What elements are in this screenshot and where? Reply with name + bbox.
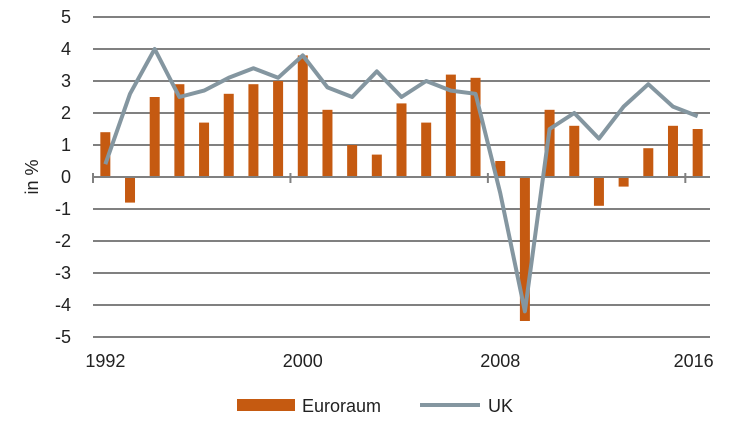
legend-label-uk: UK: [488, 396, 513, 416]
bar-euroraum: [470, 77, 481, 177]
bar-euroraum: [347, 145, 358, 177]
bar-euroraum: [371, 154, 382, 177]
y-tick-labels: 5 4 3 2 1 0 -1 -2 -3 -4 -5: [55, 7, 71, 347]
bar-euroraum: [297, 55, 308, 177]
bar-euroraum: [322, 109, 333, 177]
euroraum-bars: [100, 55, 703, 321]
x-tick-labels: 1992 2000 2008 2016: [85, 351, 713, 371]
bar-euroraum: [174, 84, 185, 177]
y-tick-label: -3: [55, 263, 71, 283]
bar-euroraum: [396, 103, 407, 177]
legend: Euroraum UK: [237, 396, 513, 416]
bar-euroraum: [273, 81, 284, 177]
bar-euroraum: [667, 125, 678, 177]
y-tick-label: -2: [55, 231, 71, 251]
y-tick-label: 0: [61, 167, 71, 187]
legend-swatch-euroraum: [237, 399, 295, 411]
bar-euroraum: [100, 132, 111, 177]
y-tick-label: -5: [55, 327, 71, 347]
bar-euroraum: [569, 125, 580, 177]
bar-euroraum: [149, 97, 160, 177]
y-tick-label: 3: [61, 71, 71, 91]
bar-euroraum: [593, 177, 604, 206]
bar-euroraum: [692, 129, 703, 177]
bar-euroraum: [495, 161, 506, 177]
legend-label-euroraum: Euroraum: [302, 396, 381, 416]
y-tick-label: 1: [61, 135, 71, 155]
bar-euroraum: [223, 93, 234, 177]
y-tick-label: 4: [61, 39, 71, 59]
y-tick-label: 5: [61, 7, 71, 27]
bar-euroraum: [248, 84, 259, 177]
x-axis: [92, 173, 710, 183]
x-tick-label: 2000: [283, 351, 323, 371]
bar-euroraum: [519, 177, 530, 321]
bar-euroraum: [421, 122, 432, 177]
bar-euroraum: [445, 74, 456, 177]
x-tick-label: 1992: [85, 351, 125, 371]
uk-line: [103, 47, 699, 314]
y-axis-label: in %: [22, 159, 42, 194]
bar-euroraum: [199, 122, 210, 177]
y-tick-label: -4: [55, 295, 71, 315]
bar-euroraum: [643, 148, 654, 177]
bar-euroraum: [618, 177, 629, 187]
x-tick-label: 2016: [674, 351, 714, 371]
y-tick-label: -1: [55, 199, 71, 219]
bar-euroraum: [125, 177, 136, 203]
y-tick-label: 2: [61, 103, 71, 123]
x-tick-label: 2008: [480, 351, 520, 371]
